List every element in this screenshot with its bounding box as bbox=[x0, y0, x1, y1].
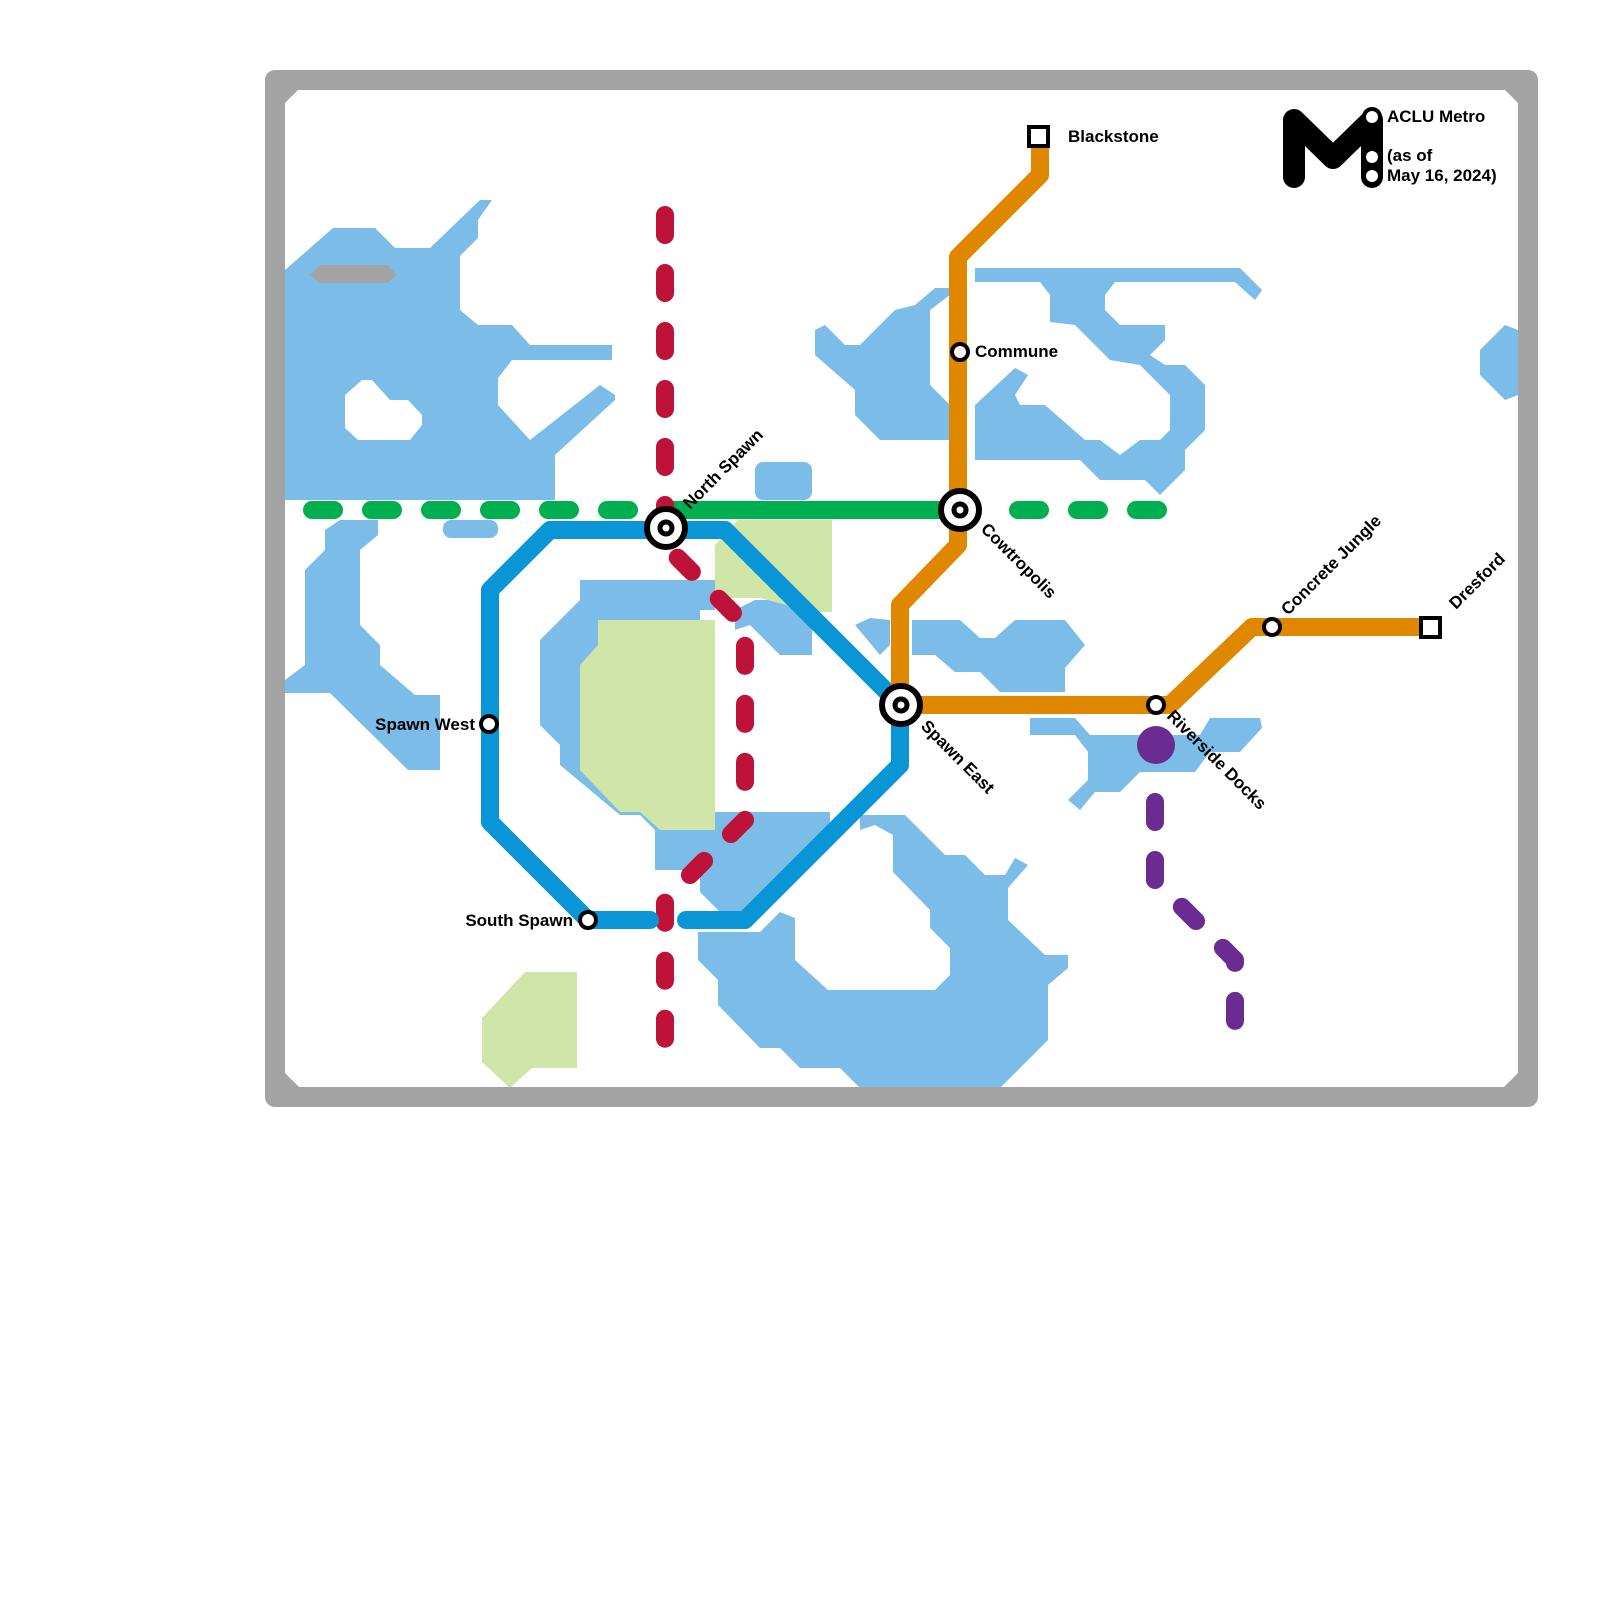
frame-corners bbox=[285, 88, 1518, 1088]
label-south-spawn: South Spawn bbox=[465, 911, 573, 930]
station-blackstone-terminus[interactable] bbox=[1027, 125, 1050, 148]
map-subtitle-line1: (as of bbox=[1387, 146, 1433, 165]
station-north-spawn-interchange[interactable] bbox=[644, 506, 688, 550]
orange-line[interactable] bbox=[891, 128, 1439, 714]
red-line[interactable] bbox=[656, 206, 754, 1049]
label-commune: Commune bbox=[975, 342, 1058, 361]
purple-line[interactable] bbox=[1146, 793, 1244, 1049]
purple-line-terminus bbox=[1137, 726, 1175, 764]
label-spawn-west: Spawn West bbox=[375, 715, 475, 734]
station-riverside-docks[interactable] bbox=[1146, 695, 1166, 715]
station-commune[interactable] bbox=[950, 342, 970, 362]
blue-line[interactable] bbox=[481, 521, 909, 929]
station-spawn-east-interchange[interactable] bbox=[879, 683, 923, 727]
station-south-spawn[interactable] bbox=[578, 910, 598, 930]
metro-m-logo-icon bbox=[1283, 107, 1383, 188]
station-cowtropolis-interchange[interactable] bbox=[938, 488, 982, 532]
map-title: ACLU Metro bbox=[1387, 107, 1485, 126]
label-blackstone: Blackstone bbox=[1068, 127, 1159, 146]
stations[interactable] bbox=[479, 125, 1442, 930]
map-background bbox=[285, 88, 1518, 1088]
map-frame bbox=[265, 70, 1538, 1107]
station-dresford-terminus[interactable] bbox=[1419, 616, 1442, 639]
station-concrete-jungle[interactable] bbox=[1262, 617, 1282, 637]
station-spawn-west[interactable] bbox=[479, 714, 499, 734]
map-subtitle-line2: May 16, 2024) bbox=[1387, 166, 1497, 185]
